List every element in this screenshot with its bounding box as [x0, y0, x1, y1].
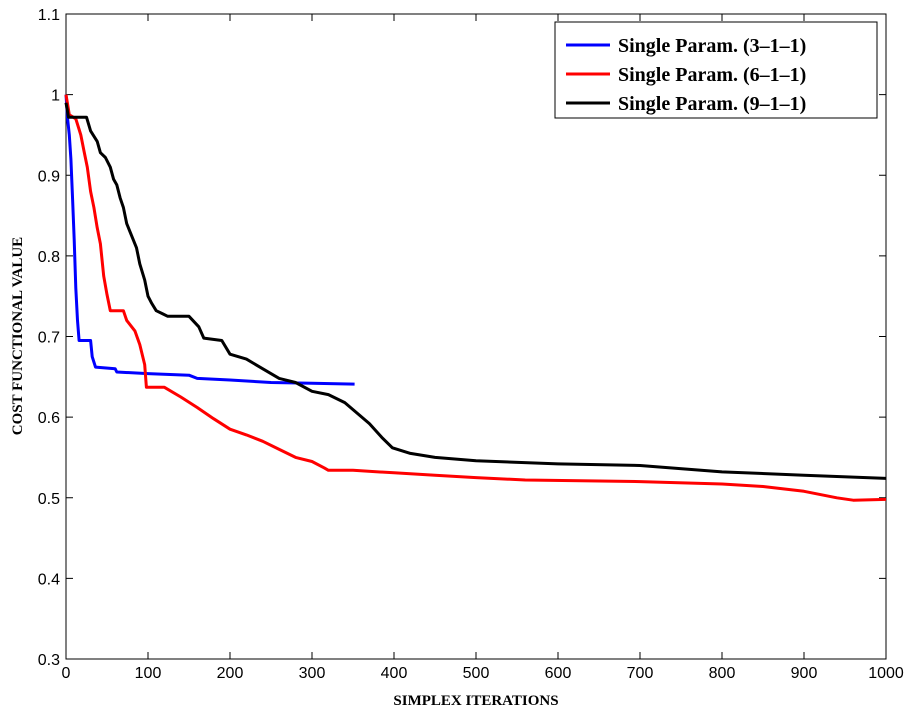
x-tick-label: 700	[627, 665, 654, 682]
y-tick-label: 0.7	[38, 330, 60, 347]
x-tick-label: 300	[299, 665, 326, 682]
legend-label-2: Single Param. (6–1–1)	[618, 64, 806, 86]
legend-label-1: Single Param. (3–1–1)	[618, 35, 806, 57]
x-tick-label: 0	[62, 665, 71, 682]
x-tick-label: 900	[791, 665, 818, 682]
series-lines	[64, 94, 887, 502]
y-tick-label: 0.3	[38, 652, 60, 669]
y-tick-label: 1.1	[38, 7, 60, 24]
y-tick-label: 0.6	[38, 410, 60, 427]
x-tick-label: 200	[217, 665, 244, 682]
y-tick-label: 0.4	[38, 571, 60, 588]
y-tick-label: 0.5	[38, 491, 60, 508]
x-tick-label: 1000	[868, 665, 904, 682]
series-line-2	[64, 94, 887, 502]
x-tick-label: 100	[135, 665, 162, 682]
x-tick-label: 400	[381, 665, 408, 682]
y-tick-label: 1	[51, 88, 60, 105]
legend: Single Param. (3–1–1) Single Param. (6–1–…	[554, 21, 878, 119]
x-tick-label: 500	[463, 665, 490, 682]
series-line-1	[64, 94, 355, 386]
x-tick-label: 600	[545, 665, 572, 682]
y-tick-label: 0.8	[38, 249, 60, 266]
series-line-3	[64, 102, 887, 480]
x-axis-label: SIMPLEX ITERATIONS	[393, 693, 558, 709]
y-axis-label: COST FUNCTIONAL VALUE	[10, 237, 26, 435]
legend-label-3: Single Param. (9–1–1)	[618, 93, 806, 115]
axis-ticks: 0 100 200 300 400 500 600 700 800 900 1000 0.3 0.4 0.…	[38, 7, 904, 682]
x-tick-label: 800	[709, 665, 736, 682]
y-tick-label: 0.9	[38, 168, 60, 185]
